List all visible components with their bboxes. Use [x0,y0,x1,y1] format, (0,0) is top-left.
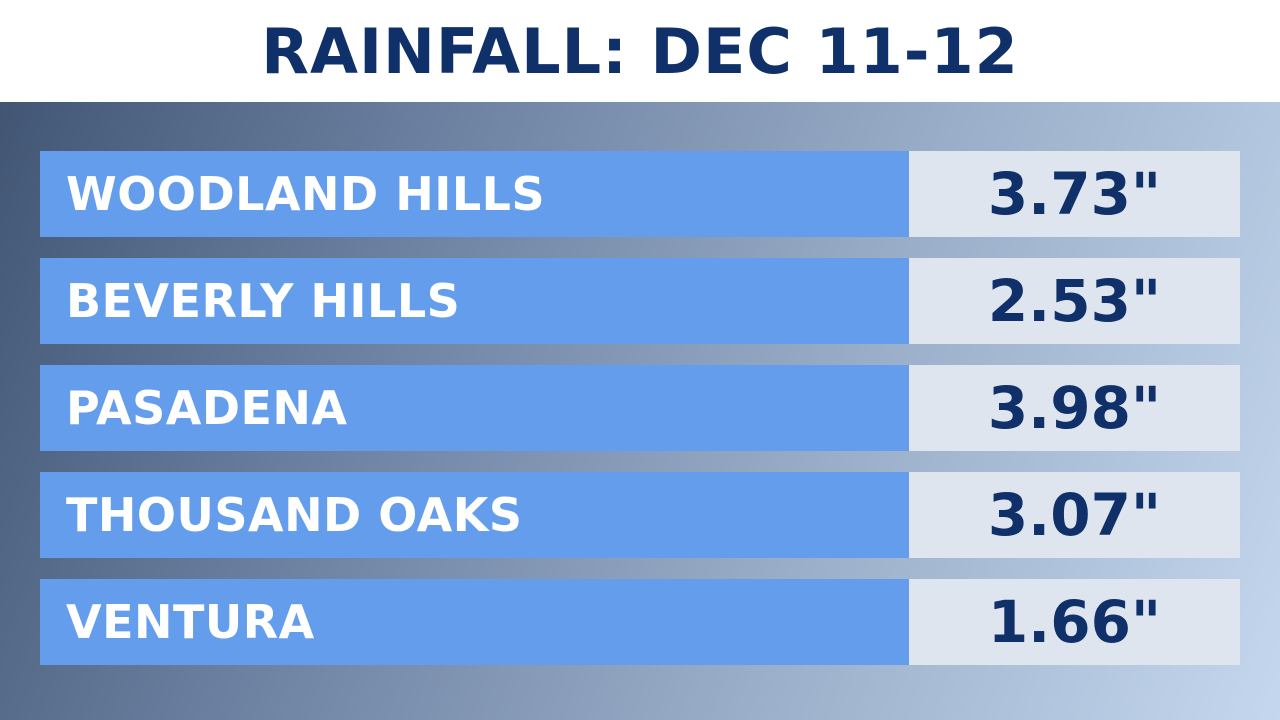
location-cell: VENTURA [40,579,909,665]
table-row: VENTURA 1.66" [40,579,1240,665]
rainfall-value: 1.66" [987,588,1162,656]
rainfall-cell: 3.98" [909,365,1240,451]
rainfall-table: WOODLAND HILLS 3.73" BEVERLY HILLS 2.53"… [40,151,1240,665]
graphic-title: RAINFALL: DEC 11-12 [261,15,1019,88]
title-bar: RAINFALL: DEC 11-12 [0,0,1280,102]
location-label: WOODLAND HILLS [66,167,546,221]
rainfall-cell: 1.66" [909,579,1240,665]
location-cell: PASADENA [40,365,909,451]
location-label: PASADENA [66,381,348,435]
rainfall-cell: 3.07" [909,472,1240,558]
location-cell: THOUSAND OAKS [40,472,909,558]
location-cell: BEVERLY HILLS [40,258,909,344]
rainfall-value: 3.73" [987,160,1162,228]
rainfall-value: 3.07" [987,481,1162,549]
rainfall-value: 2.53" [987,267,1162,335]
rainfall-value: 3.98" [987,374,1162,442]
table-row: WOODLAND HILLS 3.73" [40,151,1240,237]
location-label: THOUSAND OAKS [66,488,523,542]
table-row: PASADENA 3.98" [40,365,1240,451]
table-row: THOUSAND OAKS 3.07" [40,472,1240,558]
location-label: VENTURA [66,595,315,649]
table-row: BEVERLY HILLS 2.53" [40,258,1240,344]
location-cell: WOODLAND HILLS [40,151,909,237]
location-label: BEVERLY HILLS [66,274,461,328]
rainfall-cell: 3.73" [909,151,1240,237]
rainfall-cell: 2.53" [909,258,1240,344]
